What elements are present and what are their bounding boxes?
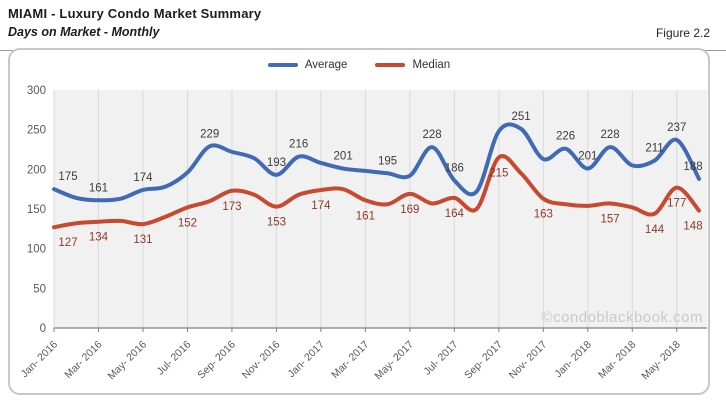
average-data-label: 226 [556, 131, 575, 143]
x-axis-tick-label: Mar- 2018 [596, 339, 638, 381]
page-title: MIAMI - Luxury Condo Market Summary [8, 6, 262, 21]
x-axis-tick-label: Sep- 2016 [195, 339, 238, 382]
average-data-label: 251 [511, 111, 530, 123]
chart-legend: Average Median [10, 59, 708, 71]
median-data-label: 148 [683, 221, 702, 233]
x-axis-tick-label: Nov- 2017 [507, 339, 550, 382]
legend-item-average: Average [267, 59, 348, 71]
average-data-label: 216 [289, 139, 308, 151]
figure-label: Figure 2.2 [655, 26, 710, 40]
x-axis-tick-label: Mar- 2016 [62, 339, 104, 381]
legend-item-median: Median [375, 59, 450, 71]
chart-subtitle: Days on Market - Monthly [8, 25, 160, 39]
median-data-label: 163 [534, 209, 553, 221]
x-axis-tick-label: May- 2017 [372, 339, 416, 383]
x-axis-tick-label: Mar- 2017 [329, 339, 371, 381]
median-data-label: 134 [89, 232, 109, 244]
y-axis-tick-label: 250 [27, 125, 46, 137]
median-data-label: 152 [178, 217, 197, 229]
y-axis-tick-label: 0 [40, 323, 46, 335]
line-chart-plot: ©condoblackbook.com 0 50 100 150 200 250 300 Jan… [19, 85, 707, 383]
watermark-text: ©condoblackbook.com [542, 309, 703, 326]
y-axis-tick-label: 200 [27, 164, 46, 176]
average-data-label: 228 [423, 129, 442, 141]
average-line-series [52, 122, 701, 203]
median-data-label: 174 [311, 200, 331, 212]
median-line-swatch [375, 63, 406, 67]
legend-label: Median [412, 59, 451, 71]
median-data-label: 173 [222, 201, 241, 213]
median-data-label: 177 [667, 198, 686, 210]
x-axis-tick-label: Jul- 2016 [155, 339, 194, 378]
x-axis-tick-label: Jan- 2016 [19, 339, 61, 381]
average-data-label: 201 [578, 151, 597, 163]
average-data-label: 229 [200, 128, 219, 140]
x-axis-tick-label: May- 2018 [639, 339, 683, 383]
median-data-label: 153 [267, 217, 286, 229]
median-data-label: 157 [600, 213, 619, 225]
average-data-label: 161 [89, 182, 108, 194]
y-axis-tick-label: 300 [27, 85, 46, 97]
average-data-label: 186 [445, 162, 464, 174]
average-data-label: 228 [600, 129, 619, 141]
median-data-label: 161 [356, 210, 375, 222]
x-axis-tick-label: Nov- 2016 [240, 339, 283, 382]
median-data-label: 144 [645, 224, 665, 236]
plot-area-background [54, 90, 707, 328]
average-data-label: 211 [645, 143, 663, 155]
x-axis-tick-label: Jan- 2017 [286, 339, 328, 381]
x-axis-tick-label: Jul- 2017 [421, 339, 460, 378]
average-data-label: 201 [334, 151, 353, 163]
x-axis-tick-label: Sep- 2017 [462, 339, 505, 382]
average-data-label: 188 [683, 161, 702, 173]
median-line-series [52, 154, 701, 230]
average-data-label: 237 [667, 122, 686, 134]
x-axis-tick-label: May- 2016 [106, 339, 150, 383]
x-axis-tick-label: Jan- 2018 [552, 339, 594, 381]
average-data-label: 195 [378, 155, 397, 167]
median-data-label: 131 [133, 234, 152, 246]
average-data-label: 175 [58, 171, 77, 183]
average-data-label: 174 [133, 172, 153, 184]
y-axis-tick-label: 100 [27, 244, 46, 256]
chart-box: Average Median ©condoblackbook.com 0 50 100 1… [8, 48, 710, 395]
median-data-label: 127 [58, 237, 77, 249]
median-data-label: 169 [400, 204, 419, 216]
y-axis-tick-label: 150 [27, 204, 46, 216]
median-data-label: 215 [489, 167, 508, 179]
legend-label: Average [304, 59, 348, 71]
average-line-swatch [267, 63, 298, 67]
median-data-label: 164 [445, 208, 465, 220]
y-axis-tick-label: 50 [33, 283, 46, 295]
average-data-label: 193 [267, 157, 286, 169]
